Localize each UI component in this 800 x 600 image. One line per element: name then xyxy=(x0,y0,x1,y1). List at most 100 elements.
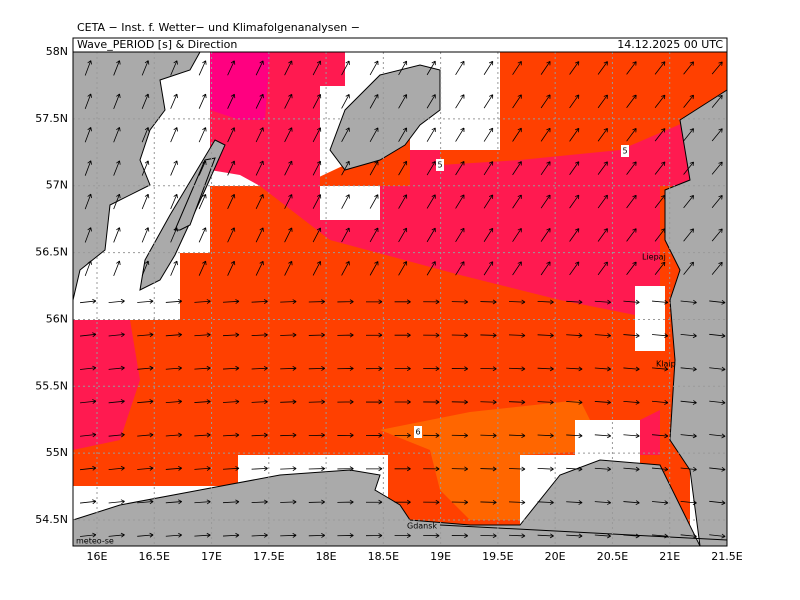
arrow xyxy=(365,332,383,338)
arrow xyxy=(623,433,640,439)
arrow xyxy=(337,432,354,438)
arrow xyxy=(623,466,640,472)
arrow xyxy=(341,60,350,76)
arrow xyxy=(597,261,608,276)
lon-label: 19.5E xyxy=(482,550,513,563)
arrow xyxy=(651,533,669,539)
arrow xyxy=(623,333,640,338)
lon-label: 18.5E xyxy=(368,550,399,563)
arrow xyxy=(680,366,697,372)
arrow xyxy=(80,499,97,505)
arrow xyxy=(483,60,494,75)
arrow xyxy=(594,500,612,505)
arrow xyxy=(341,194,350,209)
lat-label: 57.5N xyxy=(35,112,68,125)
arrow xyxy=(709,299,726,305)
arrow xyxy=(280,533,297,538)
arrow xyxy=(108,332,125,338)
arrow xyxy=(455,194,465,209)
arrow xyxy=(711,228,723,242)
arrow xyxy=(426,160,436,176)
lat-label: 57N xyxy=(46,179,68,192)
arrow xyxy=(537,299,554,305)
arrow xyxy=(683,228,694,242)
arrow xyxy=(426,60,436,76)
arrow xyxy=(165,299,183,304)
arrow xyxy=(137,532,154,538)
arrow xyxy=(284,260,293,276)
arrow xyxy=(537,533,554,539)
arrow xyxy=(398,94,408,109)
arrow xyxy=(709,433,726,439)
arrow xyxy=(113,60,121,76)
arrow xyxy=(455,161,465,176)
arrow xyxy=(398,227,408,243)
arrow xyxy=(337,366,354,371)
arrow xyxy=(312,227,322,243)
arrow xyxy=(594,433,612,439)
arrow xyxy=(165,365,183,371)
arrow xyxy=(194,432,211,438)
arrow xyxy=(80,532,97,538)
arrow xyxy=(222,532,240,538)
arrow xyxy=(709,366,726,372)
arrow xyxy=(683,261,694,275)
arrow xyxy=(623,399,640,405)
arrow xyxy=(480,533,497,539)
land xyxy=(72,51,728,547)
arrow xyxy=(423,366,440,372)
arrow xyxy=(137,365,154,371)
contour-label-bg xyxy=(621,145,629,157)
arrow xyxy=(423,332,440,338)
arrow xyxy=(594,333,612,338)
arrow xyxy=(337,466,354,472)
arrow xyxy=(398,127,408,142)
arrow xyxy=(222,299,240,304)
arrow xyxy=(651,400,669,405)
arrow xyxy=(537,466,554,472)
lat-label: 55N xyxy=(46,446,68,459)
arrow xyxy=(255,160,264,176)
arrow xyxy=(709,466,726,472)
arrow xyxy=(508,332,526,338)
arrow xyxy=(308,332,326,338)
arrow xyxy=(426,261,436,276)
arrow xyxy=(680,500,697,506)
contour-label-bg xyxy=(414,426,422,438)
arrow xyxy=(141,60,150,76)
arrow xyxy=(711,161,723,175)
arrow xyxy=(683,94,694,108)
arrow xyxy=(594,299,612,305)
arrow xyxy=(398,261,408,276)
arrow xyxy=(512,94,522,109)
arrow xyxy=(594,466,612,472)
arrow xyxy=(365,533,383,538)
arrow xyxy=(398,160,408,176)
arrow xyxy=(423,533,440,539)
border xyxy=(439,524,728,541)
arrow xyxy=(137,465,154,471)
arrow xyxy=(394,533,411,539)
arrow xyxy=(480,332,497,338)
arrow xyxy=(108,465,125,471)
arrow xyxy=(480,366,497,372)
arrow xyxy=(508,366,526,372)
arrow xyxy=(80,465,97,471)
arrow xyxy=(280,299,297,305)
arrow xyxy=(312,127,322,143)
lon-label: 21E xyxy=(659,550,680,563)
arrow xyxy=(626,161,637,175)
arrow xyxy=(566,466,583,472)
arrow xyxy=(651,433,669,439)
contour-label: 5 xyxy=(622,147,627,156)
arrow xyxy=(337,533,354,538)
arrow xyxy=(222,466,240,471)
arrow xyxy=(280,499,297,505)
arrow xyxy=(508,433,526,438)
arrow xyxy=(566,299,583,305)
arrow xyxy=(569,228,580,242)
arrow xyxy=(365,499,383,505)
arrow xyxy=(594,533,612,539)
arrow xyxy=(255,227,264,243)
arrow xyxy=(312,93,322,109)
